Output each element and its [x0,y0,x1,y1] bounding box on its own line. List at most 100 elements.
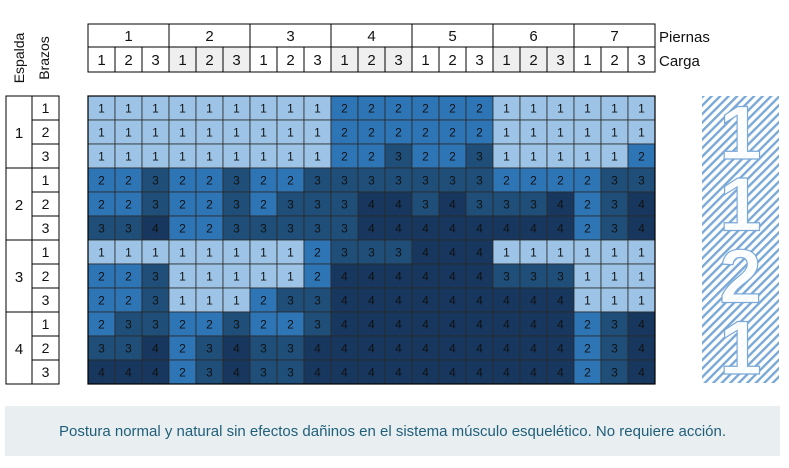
risk-cell-value: 4 [341,294,348,308]
risk-cell-value: 1 [314,102,321,116]
load-header-label: 1 [97,52,105,69]
risk-cell-value: 4 [422,246,429,260]
load-header-label: 1 [583,52,591,69]
arms-header-cell [31,239,60,265]
risk-cell [573,359,602,385]
risk-cell-value: 1 [584,270,591,284]
risk-cell-value: 1 [638,126,645,140]
risk-cell-value: 1 [125,246,132,260]
risk-cell [627,119,656,145]
risk-cell-value: 1 [287,102,294,116]
risk-cell [411,167,440,193]
risk-cell-value: 2 [287,174,294,188]
risk-cell-value: 1 [233,270,240,284]
risk-cell-value: 4 [422,270,429,284]
risk-cell-value: 4 [341,342,348,356]
risk-cell-value: 1 [152,126,159,140]
risk-cell [195,143,224,169]
risk-cell [222,287,251,313]
risk-cell-value: 3 [449,174,456,188]
risk-cell-value: 1 [287,246,294,260]
owas-risk-table: 1 2 3 4 5 6 7 1 2 3 1 2 3 1 2 3 1 2 3 1 2 3 1 2 3 1 2 3 Piernas Carga… [5,23,779,392]
risk-cell-value: 4 [449,222,456,236]
risk-cell-value: 1 [584,102,591,116]
current-code-panel [702,96,779,383]
risk-cell-value: 2 [314,270,321,284]
risk-cell-value: 3 [368,246,375,260]
risk-cell-value: 1 [98,246,105,260]
risk-cell-value: 1 [98,102,105,116]
risk-cell-value: 4 [98,366,105,380]
risk-cell-value: 2 [98,294,105,308]
risk-cell-value: 3 [341,246,348,260]
risk-cell-value: 1 [638,294,645,308]
risk-cell-value: 2 [557,174,564,188]
risk-cell-value: 3 [476,174,483,188]
risk-cell [141,311,170,337]
risk-cell-value: 2 [395,102,402,116]
risk-cell [276,239,305,265]
risk-cell [330,167,359,193]
risk-cell [195,239,224,265]
risk-cell [87,215,116,241]
risk-cell-value: 2 [179,342,186,356]
risk-cell-value: 1 [638,270,645,284]
risk-cell [303,359,332,385]
risk-cell-value: 1 [584,150,591,164]
risk-cell-value: 4 [557,342,564,356]
risk-cell-value: 4 [530,318,537,332]
arms-header-label: 1 [42,244,50,260]
risk-cell-value: 3 [314,174,321,188]
risk-cell [141,143,170,169]
risk-cell-value: 3 [152,318,159,332]
arms-header-cell [31,119,60,145]
risk-cell-value: 2 [368,102,375,116]
risk-cell [465,167,494,193]
legs-header-label: 7 [610,28,618,45]
risk-cell [276,335,305,361]
risk-cell-value: 2 [98,318,105,332]
risk-cell-value: 4 [395,318,402,332]
risk-cell-value: 4 [152,366,159,380]
risk-cell-value: 3 [287,366,294,380]
risk-cell-value: 1 [287,150,294,164]
risk-cell [519,191,548,217]
risk-cell-value: 3 [233,318,240,332]
risk-cell-value: 1 [179,246,186,260]
risk-cell-value: 4 [368,198,375,212]
risk-cell [276,263,305,289]
risk-cell [195,359,224,385]
risk-cell-value: 2 [368,126,375,140]
risk-cell-value: 1 [503,102,510,116]
back-header-cell [5,239,33,313]
risk-cell-value: 3 [260,222,267,236]
risk-cell-value: 1 [530,126,537,140]
risk-cell-value: 2 [179,366,186,380]
risk-cell-value: 4 [476,318,483,332]
risk-cell-value: 4 [503,294,510,308]
back-header-label: 1 [15,125,23,142]
risk-cell [276,191,305,217]
arms-header-label: 3 [42,220,50,236]
risk-cell-value: 1 [557,246,564,260]
risk-cell [249,263,278,289]
risk-cell [519,95,548,121]
risk-cell-value: 2 [503,174,510,188]
back-axis-title: Espalda [11,32,27,83]
risk-cell-value: 4 [341,366,348,380]
risk-cell [465,287,494,313]
risk-cell [141,215,170,241]
load-header-label: 3 [313,52,321,69]
risk-cell-value: 2 [206,174,213,188]
risk-cell-value: 4 [314,366,321,380]
risk-cell-value: 1 [287,270,294,284]
risk-cell-value: 1 [98,126,105,140]
risk-cell [546,119,575,145]
risk-cell-value: 4 [152,342,159,356]
risk-cell [168,95,197,121]
risk-cell-value: 4 [395,270,402,284]
risk-cell-value: 2 [125,294,132,308]
arms-header-cell [31,359,60,385]
risk-cell [438,119,467,145]
risk-cell-value: 4 [638,318,645,332]
